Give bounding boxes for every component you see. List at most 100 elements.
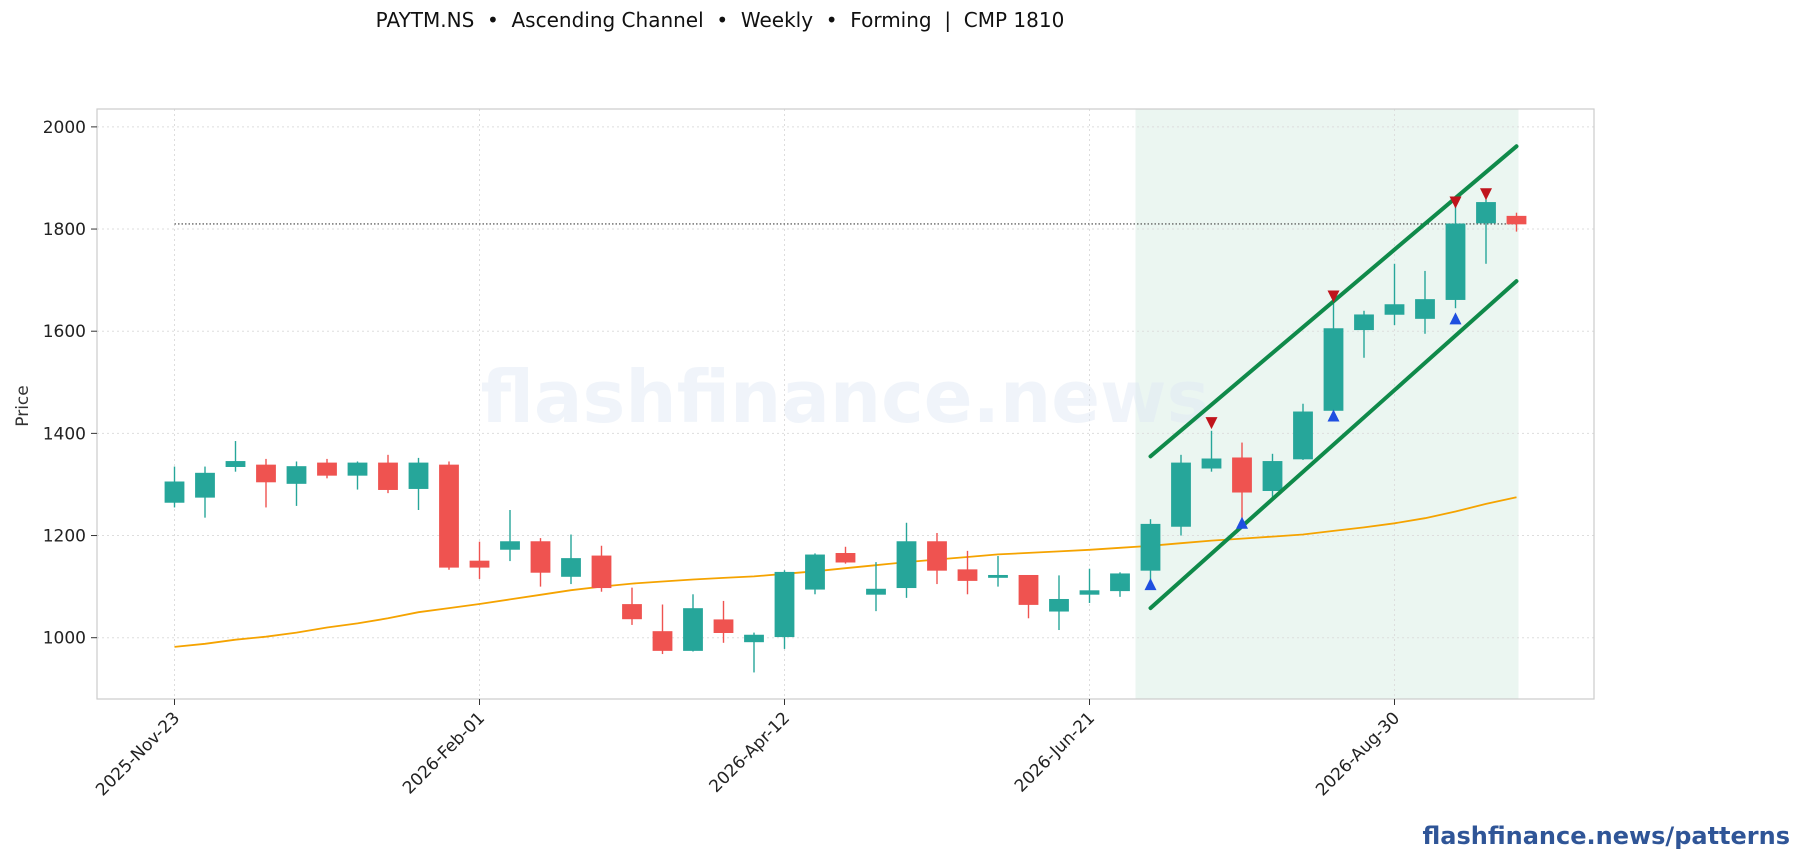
candle (866, 562, 886, 612)
candle (927, 532, 947, 585)
candle-body (1110, 573, 1130, 592)
plot-frame (96, 108, 1595, 700)
candle (1201, 430, 1222, 472)
candle (835, 546, 856, 564)
candle (957, 550, 978, 595)
footer-watermark: flashfinance.news/patterns (1422, 822, 1790, 850)
candle-body (439, 464, 459, 568)
candle (1323, 300, 1344, 413)
candle (591, 545, 612, 592)
candle-body (591, 555, 612, 589)
candle (256, 458, 276, 508)
swing-high-marker (1205, 417, 1218, 430)
candles-layer (164, 197, 1527, 673)
candle-body (652, 631, 673, 651)
candle-body (1018, 574, 1039, 605)
candle-body (1293, 411, 1313, 460)
candle-body (1506, 215, 1527, 225)
candle-body (988, 574, 1008, 578)
candle (744, 632, 764, 673)
candle (1049, 575, 1069, 631)
candle-body (1262, 461, 1283, 491)
candle-body (835, 553, 856, 563)
candle (1232, 442, 1252, 523)
candle (1110, 572, 1130, 597)
candle-body (317, 462, 337, 476)
candle (683, 594, 703, 652)
x-tick-label: 2026-Apr-12 (706, 708, 794, 796)
candle-body (530, 541, 551, 573)
x-tick-label: 2025-Nov-23 (92, 708, 184, 800)
candle (1018, 574, 1039, 619)
candle-body (1232, 457, 1252, 493)
candle (652, 604, 673, 655)
candle (469, 541, 490, 579)
candle-body (896, 541, 917, 589)
swing-low-marker (1327, 409, 1340, 422)
candle-body (1445, 223, 1466, 300)
candle (896, 522, 917, 598)
candle-body (195, 472, 215, 498)
candle-body (164, 481, 185, 503)
swing-low-marker (1449, 312, 1462, 325)
candle-body (561, 558, 581, 577)
candle (164, 466, 185, 508)
candle (317, 458, 337, 479)
candle-body (408, 462, 429, 489)
candle-body (805, 554, 825, 590)
candle (1262, 453, 1283, 500)
candle (1506, 212, 1527, 232)
center-watermark: flashfinance.news (481, 355, 1210, 439)
candle (1384, 263, 1405, 326)
candle (561, 534, 581, 585)
x-tick-label: 2026-Feb-01 (399, 708, 489, 798)
moving-average-layer (174, 496, 1517, 648)
candle (1354, 310, 1374, 358)
y-tick-label: 1800 (43, 220, 86, 240)
x-tick-label: 2026-Aug-30 (1312, 708, 1404, 800)
candle (805, 553, 825, 595)
candle (500, 509, 520, 562)
candle (1079, 568, 1100, 603)
candle (1140, 519, 1161, 581)
candle-body (1079, 590, 1100, 595)
candle (225, 441, 246, 472)
candle-body (1171, 462, 1191, 527)
candle (347, 461, 368, 490)
swing-low-marker (1144, 578, 1157, 591)
candle (408, 457, 429, 510)
candle (1476, 199, 1496, 264)
candle (1415, 270, 1435, 334)
candle-body (927, 541, 947, 571)
candle-body (469, 560, 490, 568)
y-tick-label: 1400 (43, 424, 86, 444)
candle (713, 600, 734, 643)
candle-body (500, 541, 520, 550)
candle-body (1415, 299, 1435, 319)
y-tick-label: 1200 (43, 527, 86, 547)
candle-body (683, 608, 703, 651)
candle-body (1384, 304, 1405, 315)
y-tick-label: 1000 (43, 629, 86, 649)
moving-average-line (174, 496, 1517, 648)
swing-high-marker (1449, 196, 1462, 209)
candle-body (622, 604, 642, 620)
candle (774, 570, 795, 649)
candle (1445, 197, 1466, 309)
candle-body (774, 571, 795, 638)
chart-title-text: PAYTM.NS • Ascending Channel • Weekly • … (375, 8, 1065, 32)
y-tick-label: 2000 (43, 118, 86, 138)
candle-body (1476, 202, 1496, 224)
candle-body (713, 619, 734, 633)
candle (988, 555, 1008, 587)
candle-body (957, 569, 978, 581)
candle-body (1323, 328, 1344, 411)
swing-low-marker (1236, 516, 1248, 529)
candle (378, 454, 398, 494)
candle (530, 538, 551, 587)
candle-body (256, 464, 276, 483)
candle-body (1049, 598, 1069, 612)
candle-body (744, 634, 764, 643)
swing-marker-layer (1144, 188, 1492, 591)
